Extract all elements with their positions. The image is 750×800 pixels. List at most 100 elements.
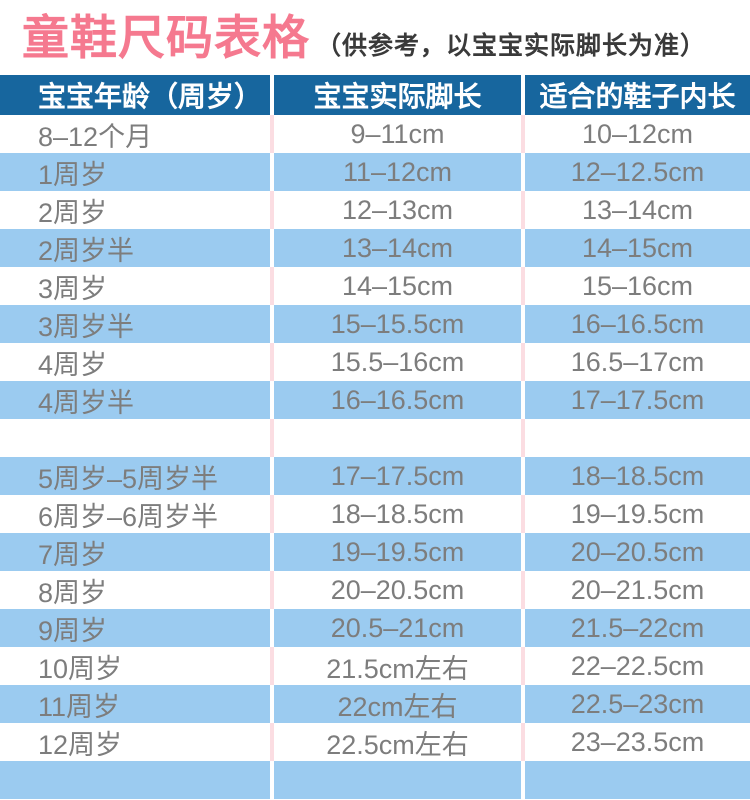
inner-length-cell: 19–19.5cm — [570, 498, 705, 529]
foot-length-cell — [274, 761, 521, 799]
column-divider — [521, 723, 525, 761]
age-cell: 5周岁–5周岁半 — [38, 463, 219, 494]
column-divider — [270, 115, 274, 153]
foot-length-cell: 9–11cm — [350, 118, 445, 149]
inner-length-cell: 17–17.5cm — [570, 384, 705, 415]
foot-length-cell — [274, 419, 521, 457]
table-row: 3周岁半 15–15.5cm 16–16.5cm — [0, 305, 750, 343]
inner-length-cell — [525, 419, 750, 457]
table-row: 11周岁 22cm左右 22.5–23cm — [0, 685, 750, 723]
table-row: 4周岁 15.5–16cm 16.5–17cm — [0, 343, 750, 381]
column-divider — [521, 343, 525, 381]
inner-length-cell: 20–20.5cm — [570, 536, 705, 567]
column-divider — [521, 419, 525, 457]
column-divider — [521, 267, 525, 305]
column-divider — [521, 761, 525, 799]
column-divider — [521, 685, 525, 723]
column-divider — [521, 457, 525, 495]
age-cell: 9周岁 — [38, 615, 108, 646]
column-divider — [270, 647, 274, 685]
column-header-inner-length: 适合的鞋子内长 — [539, 81, 736, 112]
table-row: 2周岁半 13–14cm 14–15cm — [0, 229, 750, 267]
age-cell: 4周岁 — [38, 349, 108, 380]
column-divider — [270, 75, 274, 115]
foot-length-cell: 14–15cm — [341, 270, 454, 301]
age-cell: 6周岁–6周岁半 — [38, 501, 219, 532]
column-divider — [270, 305, 274, 343]
column-divider — [270, 229, 274, 267]
age-cell: 8周岁 — [38, 577, 108, 608]
foot-length-cell: 17–17.5cm — [330, 460, 465, 491]
age-cell: 11周岁 — [38, 691, 121, 722]
foot-length-cell: 19–19.5cm — [330, 536, 465, 567]
inner-length-cell: 16–16.5cm — [570, 308, 705, 339]
inner-length-cell: 12–12.5cm — [570, 156, 705, 187]
page-subtitle: （供参考，以宝宝实际脚长为准） — [316, 31, 707, 60]
table-row: 7周岁 19–19.5cm 20–20.5cm — [0, 533, 750, 571]
column-divider — [270, 685, 274, 723]
age-cell: 2周岁半 — [38, 235, 135, 266]
table-row: 10周岁 21.5cm左右 22–22.5cm — [0, 647, 750, 685]
age-cell: 2周岁 — [38, 197, 108, 228]
foot-length-cell: 11–12cm — [342, 156, 453, 187]
column-divider — [270, 419, 274, 457]
column-divider — [521, 609, 525, 647]
table-row: 8–12个月 9–11cm 10–12cm — [0, 115, 750, 153]
inner-length-cell: 13–14cm — [581, 194, 694, 225]
column-divider — [270, 495, 274, 533]
column-divider — [521, 75, 525, 115]
inner-length-cell: 23–23.5cm — [570, 726, 705, 757]
column-divider — [270, 191, 274, 229]
table-row: 6周岁–6周岁半 18–18.5cm 19–19.5cm — [0, 495, 750, 533]
foot-length-cell: 20.5–21cm — [330, 612, 465, 643]
inner-length-cell — [525, 761, 750, 799]
column-divider — [270, 761, 274, 799]
inner-length-cell: 10–12cm — [581, 118, 694, 149]
column-divider — [521, 305, 525, 343]
table-row: 4周岁半 16–16.5cm 17–17.5cm — [0, 381, 750, 419]
column-divider — [270, 457, 274, 495]
column-header-foot-length: 宝宝实际脚长 — [313, 81, 482, 112]
age-cell: 10周岁 — [38, 653, 123, 684]
column-divider — [270, 267, 274, 305]
column-divider — [270, 153, 274, 191]
age-cell: 4周岁半 — [38, 387, 135, 418]
foot-length-cell: 20–20.5cm — [330, 574, 465, 605]
foot-length-cell: 21.5cm左右 — [326, 653, 469, 684]
foot-length-cell: 15.5–16cm — [330, 346, 465, 377]
age-cell: 8–12个月 — [38, 121, 153, 152]
column-divider — [521, 153, 525, 191]
column-divider — [521, 115, 525, 153]
inner-length-cell: 20–21.5cm — [570, 574, 705, 605]
inner-length-cell: 22.5–23cm — [570, 688, 705, 719]
column-header-age: 宝宝年龄（周岁） — [38, 81, 263, 112]
foot-length-cell: 22cm左右 — [337, 691, 458, 722]
age-cell: 1周岁 — [38, 159, 108, 190]
age-cell: 12周岁 — [38, 729, 123, 760]
table-row-empty — [0, 419, 750, 457]
column-divider — [521, 571, 525, 609]
age-cell — [0, 761, 270, 799]
table-row: 5周岁–5周岁半 17–17.5cm 18–18.5cm — [0, 457, 750, 495]
age-cell — [0, 419, 270, 457]
column-divider — [270, 381, 274, 419]
age-cell: 3周岁半 — [38, 311, 135, 342]
table-header-row: 宝宝年龄（周岁） 宝宝实际脚长 适合的鞋子内长 — [0, 75, 750, 115]
age-cell: 3周岁 — [38, 273, 108, 304]
column-divider — [270, 723, 274, 761]
column-divider — [521, 229, 525, 267]
table-row: 9周岁 20.5–21cm 21.5–22cm — [0, 609, 750, 647]
column-divider — [270, 609, 274, 647]
age-cell: 7周岁 — [38, 539, 108, 570]
inner-length-cell: 21.5–22cm — [570, 612, 705, 643]
table-row: 3周岁 14–15cm 15–16cm — [0, 267, 750, 305]
table-row: 1周岁 11–12cm 12–12.5cm — [0, 153, 750, 191]
title-bar: 童鞋尺码表格 （供参考，以宝宝实际脚长为准） — [0, 0, 750, 75]
table-row-empty — [0, 761, 750, 799]
foot-length-cell: 13–14cm — [341, 232, 454, 263]
column-divider — [521, 191, 525, 229]
foot-length-cell: 18–18.5cm — [330, 498, 465, 529]
inner-length-cell: 22–22.5cm — [570, 650, 705, 681]
table-row: 12周岁 22.5cm左右 23–23.5cm — [0, 723, 750, 761]
